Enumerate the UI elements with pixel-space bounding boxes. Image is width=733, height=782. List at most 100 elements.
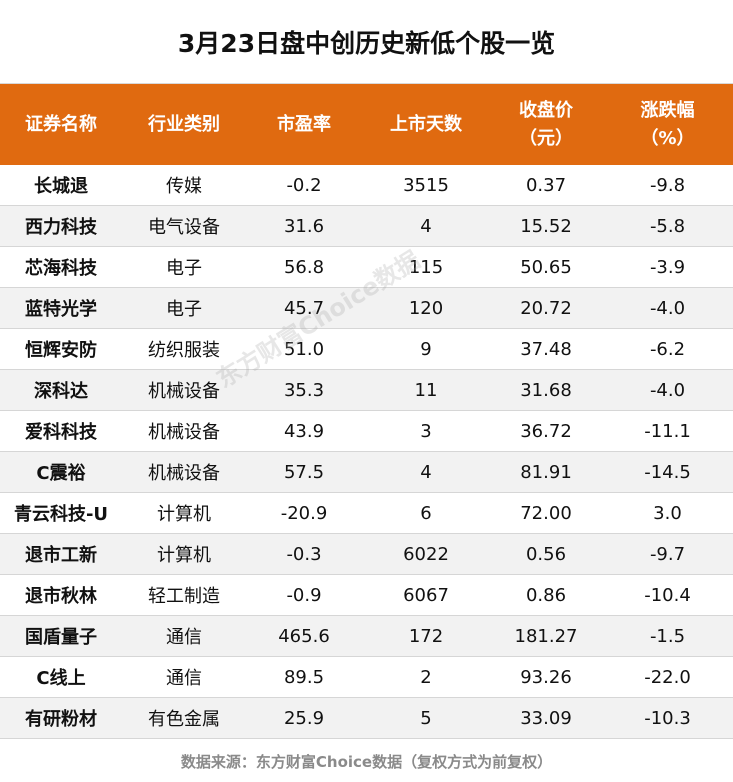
industry-cell: 机械设备 (148, 463, 220, 484)
header-label: 证券名称 (25, 113, 97, 135)
industry-cell: 通信 (166, 627, 202, 648)
industry-cell: 有色金属 (148, 709, 220, 730)
industry-cell: 电子 (166, 258, 202, 279)
table-row: 恒辉安防 纺织服装 51.0 9 37.48 -6.2 (0, 329, 733, 370)
industry-cell: 机械设备 (148, 422, 220, 443)
pe-ratio-cell: -0.2 (286, 174, 322, 196)
header-label: 涨跌幅 (640, 99, 695, 121)
header-listing-days: 上市天数 (362, 84, 490, 165)
table-row: 西力科技 电气设备 31.6 4 15.52 -5.8 (0, 206, 733, 247)
close-price-cell: 31.68 (520, 379, 572, 401)
pe-ratio-cell: 465.6 (278, 625, 330, 647)
change-pct-cell: -1.5 (649, 625, 686, 647)
change-pct-cell: -10.4 (644, 584, 691, 606)
table-row: 爱科科技 机械设备 43.9 3 36.72 -11.1 (0, 411, 733, 452)
header-pe-ratio: 市盈率 (246, 84, 362, 165)
table-row: 国盾量子 通信 465.6 172 181.27 -1.5 (0, 616, 733, 657)
table-row: 退市秋林 轻工制造 -0.9 6067 0.86 -10.4 (0, 575, 733, 616)
stock-table: 证券名称 行业类别 市盈率 上市天数 收盘价 （元） 涨跌幅 （%） 长城退 传媒… (0, 84, 733, 739)
close-price-cell: 93.26 (520, 666, 572, 688)
pe-ratio-cell: 43.9 (283, 420, 325, 442)
pe-ratio-cell: 35.3 (283, 379, 325, 401)
change-pct-cell: -4.0 (649, 379, 686, 401)
table-row: 退市工新 计算机 -0.3 6022 0.56 -9.7 (0, 534, 733, 575)
security-name-cell: 国盾量子 (25, 627, 97, 648)
industry-cell: 电子 (166, 299, 202, 320)
close-price-cell: 0.86 (525, 584, 567, 606)
security-name-cell: 长城退 (34, 176, 88, 197)
close-price-cell: 72.00 (520, 502, 572, 524)
table-row: C震裕 机械设备 57.5 4 81.91 -14.5 (0, 452, 733, 493)
listing-days-cell: 172 (408, 625, 444, 647)
close-price-cell: 37.48 (520, 338, 572, 360)
security-name-cell: 恒辉安防 (25, 340, 97, 361)
listing-days-cell: 120 (408, 297, 444, 319)
security-name-cell: C震裕 (36, 463, 86, 484)
change-pct-cell: -6.2 (649, 338, 686, 360)
header-unit: （%） (640, 127, 695, 149)
close-price-cell: 0.37 (525, 174, 567, 196)
close-price-cell: 50.65 (520, 256, 572, 278)
change-pct-cell: 3.0 (653, 502, 682, 524)
pe-ratio-cell: 51.0 (283, 338, 325, 360)
header-industry: 行业类别 (122, 84, 246, 165)
table-row: C线上 通信 89.5 2 93.26 -22.0 (0, 657, 733, 698)
change-pct-cell: -4.0 (649, 297, 686, 319)
header-unit: （元） (519, 127, 573, 149)
pe-ratio-cell: -20.9 (280, 502, 328, 524)
industry-cell: 通信 (166, 668, 202, 689)
header-label: 行业类别 (148, 113, 220, 135)
close-price-cell: 81.91 (520, 461, 572, 483)
pe-ratio-cell: -0.9 (286, 584, 322, 606)
listing-days-cell: 2 (420, 666, 432, 688)
change-pct-cell: -22.0 (644, 666, 691, 688)
pe-ratio-cell: 25.9 (283, 707, 325, 729)
listing-days-cell: 3 (420, 420, 432, 442)
security-name-cell: 青云科技-U (13, 504, 109, 525)
listing-days-cell: 115 (408, 256, 444, 278)
table-body: 长城退 传媒 -0.2 3515 0.37 -9.8 西力科技 电气设备 31.6 4 15.52 -… (0, 165, 733, 739)
header-label: 收盘价 (519, 99, 573, 121)
security-name-cell: 蓝特光学 (25, 299, 97, 320)
table-row: 青云科技-U 计算机 -20.9 6 72.00 3.0 (0, 493, 733, 534)
security-name-cell: 西力科技 (25, 217, 97, 238)
pe-ratio-cell: 89.5 (283, 666, 325, 688)
change-pct-cell: -5.8 (649, 215, 686, 237)
security-name-cell: C线上 (36, 668, 86, 689)
pe-ratio-cell: 57.5 (283, 461, 325, 483)
pe-ratio-cell: 56.8 (283, 256, 325, 278)
change-pct-cell: -9.8 (649, 174, 686, 196)
listing-days-cell: 6067 (403, 584, 449, 606)
listing-days-cell: 5 (420, 707, 432, 729)
listing-days-cell: 6 (420, 502, 432, 524)
industry-cell: 电气设备 (148, 217, 220, 238)
table-header: 证券名称 行业类别 市盈率 上市天数 收盘价 （元） 涨跌幅 （%） (0, 84, 733, 165)
industry-cell: 计算机 (157, 545, 211, 566)
change-pct-cell: -10.3 (644, 707, 691, 729)
change-pct-cell: -11.1 (644, 420, 691, 442)
header-security-name: 证券名称 (0, 84, 122, 165)
security-name-cell: 退市工新 (25, 545, 97, 566)
listing-days-cell: 3515 (403, 174, 449, 196)
table-row: 芯海科技 电子 56.8 115 50.65 -3.9 (0, 247, 733, 288)
security-name-cell: 芯海科技 (25, 258, 97, 279)
listing-days-cell: 11 (414, 379, 438, 401)
change-pct-cell: -9.7 (649, 543, 686, 565)
header-label: 市盈率 (277, 113, 331, 135)
pe-ratio-cell: -0.3 (286, 543, 322, 565)
close-price-cell: 33.09 (520, 707, 572, 729)
pe-ratio-cell: 31.6 (283, 215, 325, 237)
close-price-cell: 20.72 (520, 297, 572, 319)
close-price-cell: 15.52 (520, 215, 572, 237)
industry-cell: 纺织服装 (148, 340, 220, 361)
change-pct-cell: -3.9 (649, 256, 686, 278)
industry-cell: 轻工制造 (148, 586, 220, 607)
close-price-cell: 181.27 (514, 625, 578, 647)
security-name-cell: 爱科科技 (25, 422, 97, 443)
close-price-cell: 0.56 (525, 543, 567, 565)
security-name-cell: 有研粉材 (25, 709, 97, 730)
close-price-cell: 36.72 (520, 420, 572, 442)
table-row: 蓝特光学 电子 45.7 120 20.72 -4.0 (0, 288, 733, 329)
listing-days-cell: 6022 (403, 543, 449, 565)
table-row: 有研粉材 有色金属 25.9 5 33.09 -10.3 (0, 698, 733, 739)
